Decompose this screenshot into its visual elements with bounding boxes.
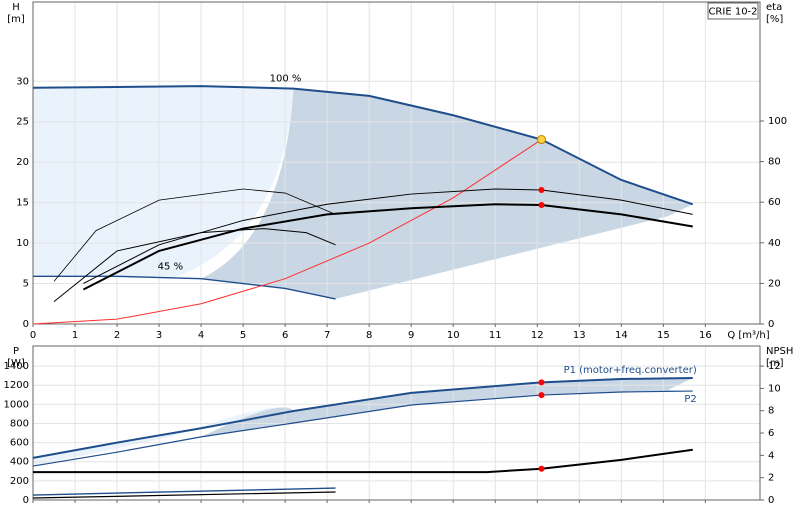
y2-axis-unit: [m] xyxy=(766,358,784,369)
y-tick-label: 200 xyxy=(10,476,29,487)
y2-tick-label: 40 xyxy=(768,238,781,249)
y-axis-unit: [W] xyxy=(7,358,25,369)
operating-range xyxy=(201,88,693,299)
x-tick-label: 5 xyxy=(240,330,246,341)
curve xyxy=(32,85,694,206)
y2-tick-label: 10 xyxy=(768,383,781,394)
x-tick-label: 6 xyxy=(282,330,288,341)
curve-annotation: 100 % xyxy=(270,74,302,85)
duty-point xyxy=(538,379,545,386)
plot-frame xyxy=(32,345,761,501)
duty-point xyxy=(538,392,545,399)
x-tick-label: 7 xyxy=(324,330,330,341)
y2-tick-label: 60 xyxy=(768,197,781,208)
y2-tick-label: 12 xyxy=(768,361,781,372)
y2-tick-label: 0 xyxy=(768,319,774,330)
x-tick-label: 15 xyxy=(657,330,670,341)
y-tick-label: 0 xyxy=(23,319,29,330)
x-tick-label: 0 xyxy=(30,330,36,341)
y2-axis-unit: [%] xyxy=(766,14,783,25)
x-axis-label: Q [m³/h] xyxy=(727,330,769,341)
y-tick-label: 10 xyxy=(16,238,29,249)
curve xyxy=(32,139,542,325)
y-axis-unit: [m] xyxy=(7,14,25,25)
x-tick-label: 3 xyxy=(156,330,162,341)
curve-annotation: 45 % xyxy=(158,262,183,273)
curve xyxy=(32,390,693,467)
x-tick-label: 12 xyxy=(531,330,544,341)
y2-tick-label: 100 xyxy=(768,116,787,127)
curve xyxy=(32,487,336,496)
y-tick-label: 600 xyxy=(10,438,29,449)
series-label: P2 xyxy=(684,394,696,405)
y2-tick-label: 80 xyxy=(768,157,781,168)
x-tick-label: 13 xyxy=(573,330,586,341)
x-tick-label: 11 xyxy=(489,330,502,341)
y-tick-label: 25 xyxy=(16,117,29,128)
curve xyxy=(53,188,336,282)
curve xyxy=(83,188,693,284)
x-tick-label: 4 xyxy=(198,330,204,341)
curve xyxy=(32,491,336,499)
curve xyxy=(82,203,693,291)
y-axis-label: H xyxy=(12,2,20,13)
operating-range xyxy=(201,378,693,437)
y2-tick-label: 6 xyxy=(768,428,774,439)
x-tick-label: 8 xyxy=(366,330,372,341)
curve xyxy=(33,275,336,300)
x-tick-label: 2 xyxy=(114,330,120,341)
y-tick-label: 1400 xyxy=(4,361,29,372)
curve xyxy=(32,377,693,459)
y2-tick-label: 8 xyxy=(768,406,774,417)
curve xyxy=(33,448,693,474)
model-label: CRIE 10-2 xyxy=(708,7,757,18)
curve xyxy=(53,228,336,303)
x-tick-label: 10 xyxy=(447,330,460,341)
y2-axis-label: NPSH xyxy=(766,346,793,357)
duty-point xyxy=(538,465,545,472)
x-tick-label: 14 xyxy=(615,330,628,341)
y-tick-label: 30 xyxy=(16,76,29,87)
duty-point xyxy=(538,202,545,209)
y-tick-label: 20 xyxy=(16,157,29,168)
y-tick-label: 800 xyxy=(10,418,29,429)
y-tick-label: 0 xyxy=(23,495,29,506)
plot-frame xyxy=(32,1,761,325)
y2-axis-label: eta xyxy=(766,2,782,13)
x-tick-label: 16 xyxy=(699,330,712,341)
series-label: P1 (motor+freq.converter) xyxy=(564,365,697,376)
x-tick-label: 1 xyxy=(72,330,78,341)
y-tick-label: 1200 xyxy=(4,380,29,391)
duty-point xyxy=(538,187,545,194)
model-box xyxy=(707,2,759,20)
y-tick-label: 400 xyxy=(10,457,29,468)
y-tick-label: 1000 xyxy=(4,399,29,410)
y-tick-label: 5 xyxy=(23,279,29,290)
y2-tick-label: 20 xyxy=(768,278,781,289)
y-tick-label: 15 xyxy=(16,198,29,209)
range-light xyxy=(33,407,294,467)
y-axis-label: P xyxy=(13,346,19,357)
y2-tick-label: 0 xyxy=(768,495,774,506)
y2-tick-label: 2 xyxy=(768,473,774,484)
x-tick-label: 9 xyxy=(408,330,414,341)
duty-point xyxy=(536,135,546,145)
y2-tick-label: 4 xyxy=(768,450,774,461)
